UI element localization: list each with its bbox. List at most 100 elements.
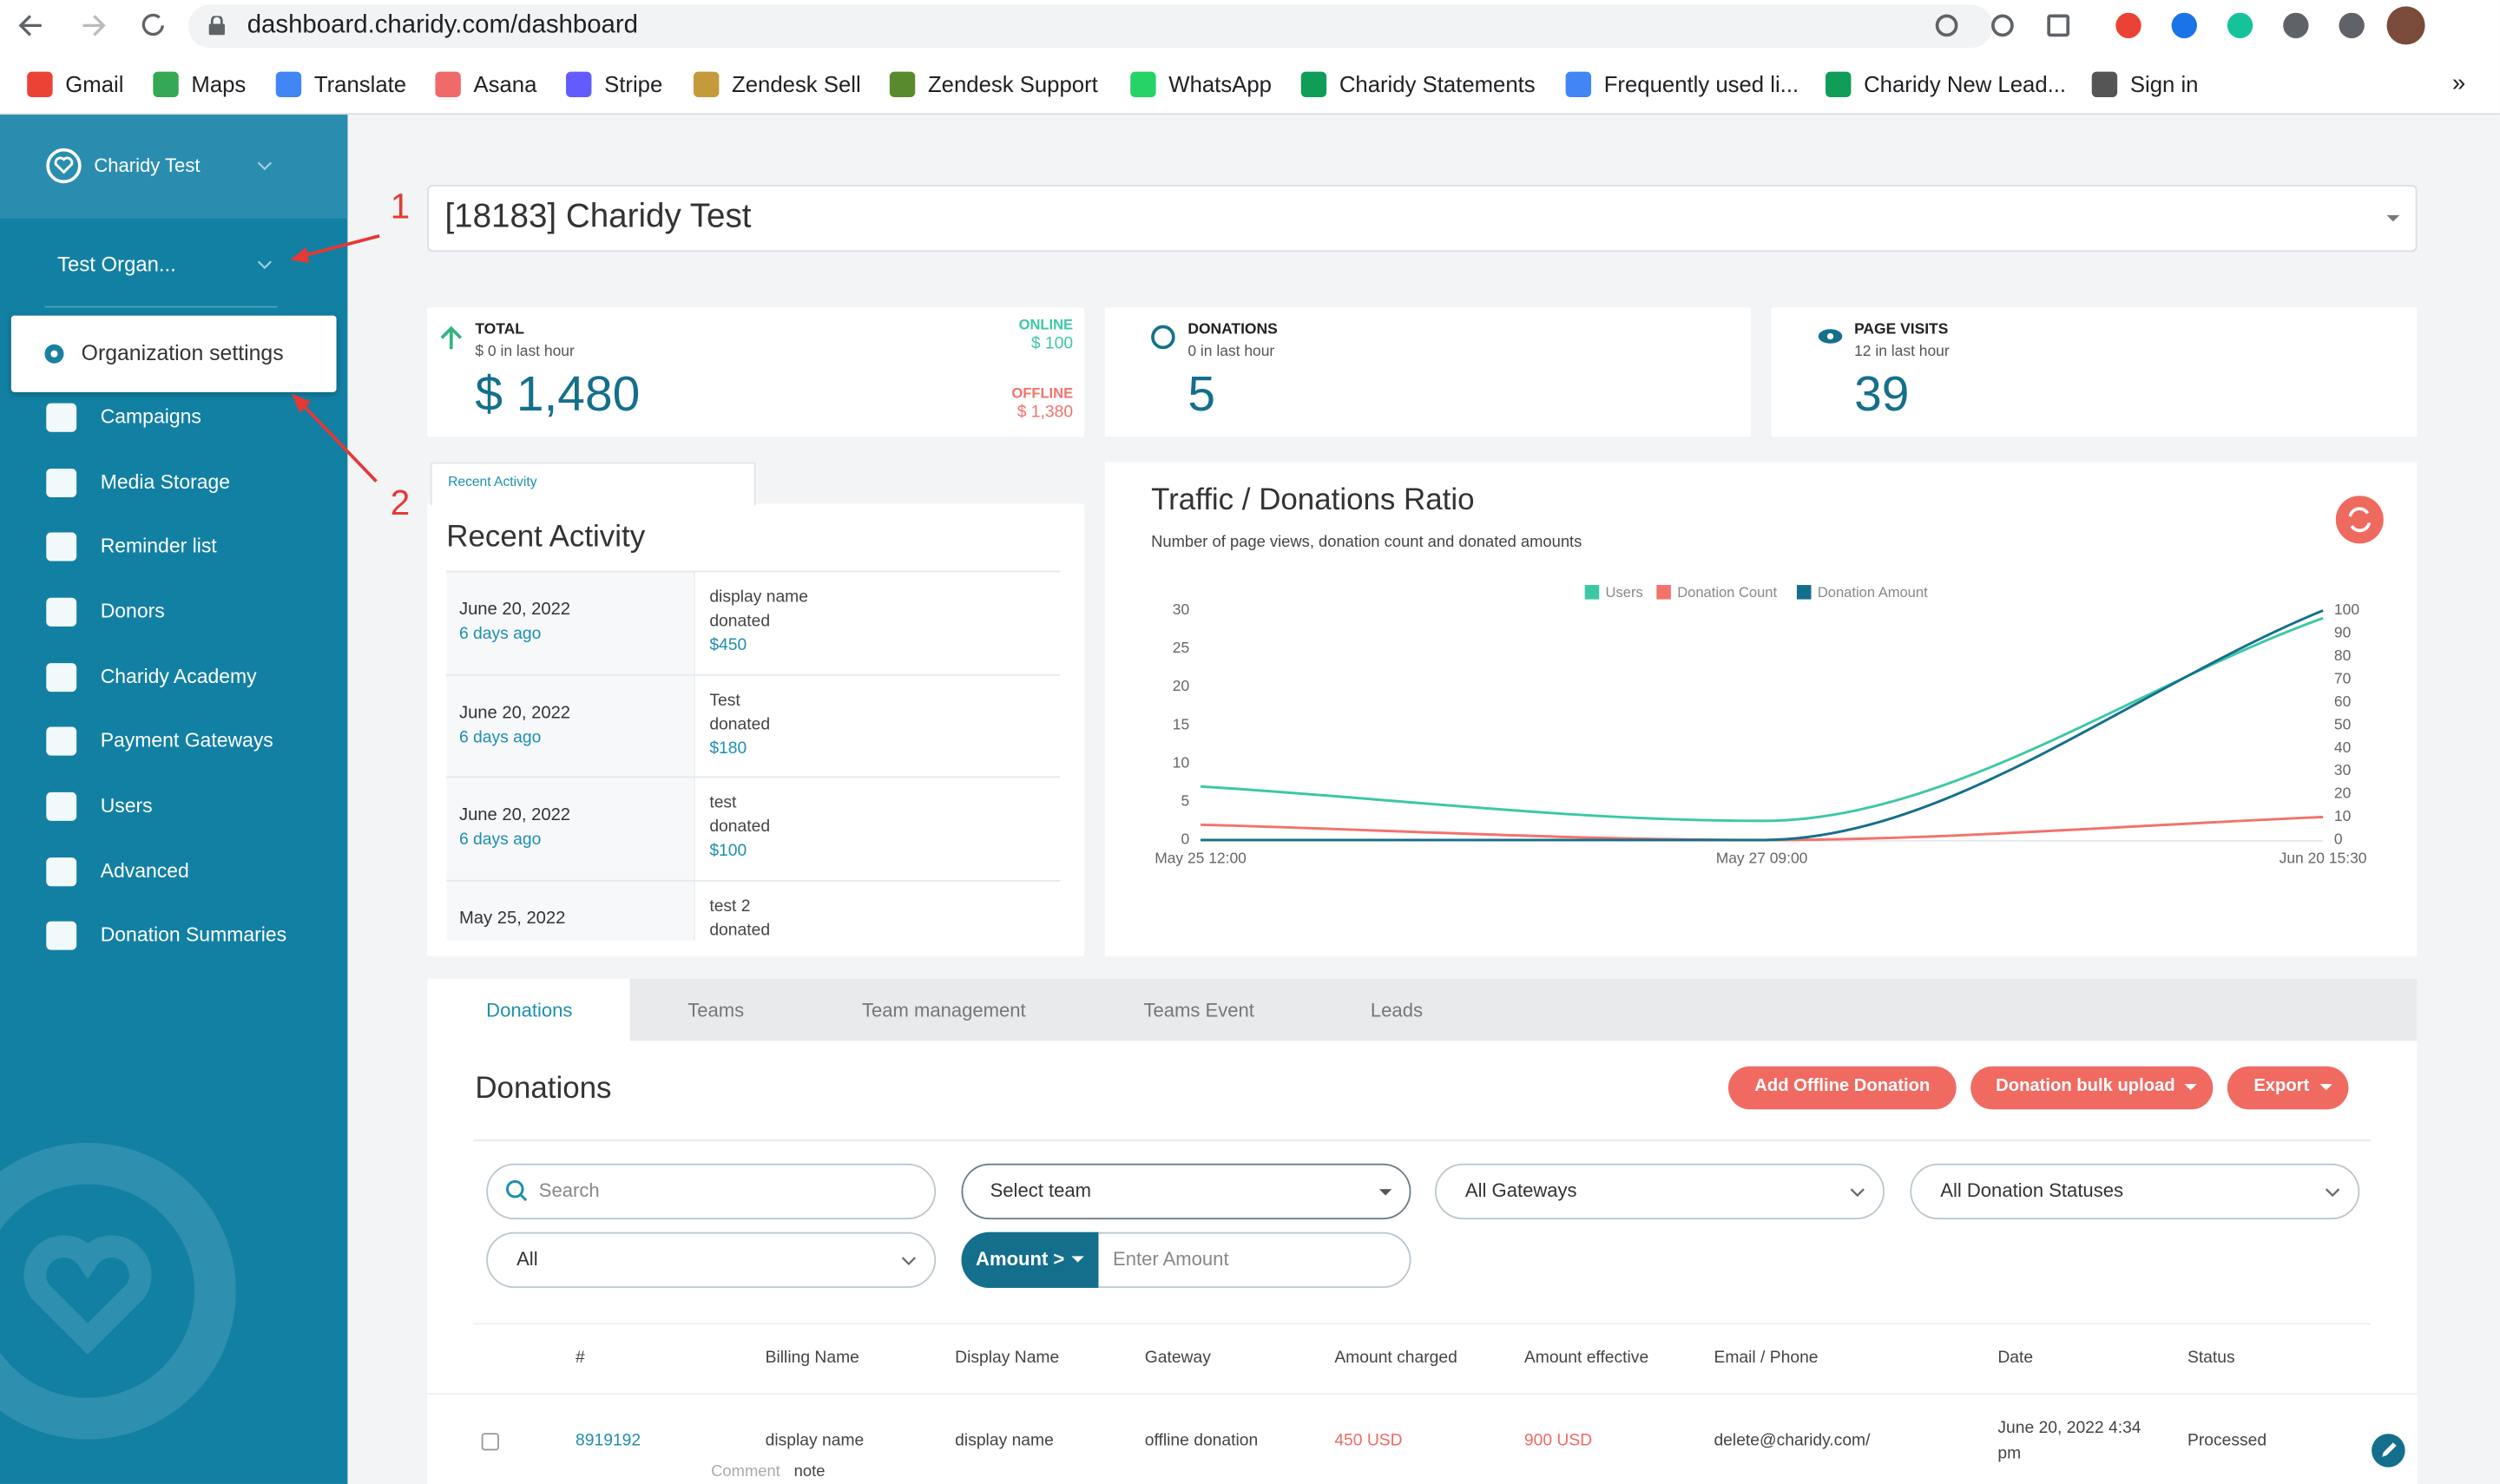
menu-item[interactable]: Campaigns xyxy=(100,405,201,429)
bookmark[interactable]: Maps xyxy=(191,70,247,97)
menu-icon[interactable] xyxy=(46,921,77,950)
bookmark[interactable]: Zendesk Sell xyxy=(732,70,861,97)
table-header: Billing Name xyxy=(765,1348,859,1368)
bookmark-icon[interactable] xyxy=(1826,71,1852,98)
team-select[interactable]: Select team xyxy=(990,1179,1091,1202)
bookmark-icon[interactable] xyxy=(1300,71,1327,98)
filter-input[interactable] xyxy=(1435,1163,1885,1220)
button[interactable] xyxy=(1727,1066,1957,1110)
watermark-heart xyxy=(23,1235,152,1356)
menu-item[interactable]: Donation Summaries xyxy=(100,923,287,947)
menu-item[interactable]: Media Storage xyxy=(100,470,231,494)
url-text[interactable]: dashboard.charidy.com/dashboard xyxy=(247,11,639,39)
bookmark[interactable]: WhatsApp xyxy=(1168,70,1272,97)
activity-date: June 20, 2022 xyxy=(458,600,571,620)
caret xyxy=(2184,1083,2197,1091)
bookmark-icon[interactable] xyxy=(1565,71,1592,98)
bookmark[interactable]: Charidy New Lead... xyxy=(1864,70,2067,97)
button-label[interactable]: Export xyxy=(2253,1076,2310,1096)
amount-placeholder[interactable]: Enter Amount xyxy=(1113,1247,1229,1271)
menu-icon[interactable] xyxy=(46,726,77,756)
table-header: Email / Phone xyxy=(1714,1348,1819,1368)
bookmark[interactable]: Gmail xyxy=(65,70,124,97)
extension-icon[interactable] xyxy=(2171,12,2197,39)
bookmark-icon[interactable] xyxy=(27,71,53,98)
menu-icon[interactable] xyxy=(46,597,77,627)
chevron-line xyxy=(1850,1188,1865,1198)
toolbar-icon[interactable] xyxy=(1991,14,2014,37)
organization-select[interactable]: Test Organ... xyxy=(57,252,176,277)
tab[interactable]: Teams Event xyxy=(1143,999,1254,1021)
menu-icon[interactable] xyxy=(46,468,77,498)
menu-item[interactable]: Charidy Academy xyxy=(100,665,257,688)
filter-input[interactable] xyxy=(486,1163,937,1220)
button-label[interactable]: Add Offline Donation xyxy=(1754,1076,1931,1096)
filter-input[interactable] xyxy=(961,1163,1411,1220)
extension-icon[interactable] xyxy=(2339,12,2365,39)
bookmark-icon[interactable] xyxy=(693,71,720,98)
row-checkbox[interactable] xyxy=(481,1433,499,1451)
tab-label[interactable]: Recent Activity xyxy=(448,473,537,489)
bookmarks-more[interactable]: » xyxy=(2451,69,2466,98)
extension-icon[interactable] xyxy=(2283,12,2309,39)
tab[interactable]: Team management xyxy=(861,999,1026,1021)
activity-detail-cell xyxy=(693,570,1061,674)
bookmark[interactable]: Sign in xyxy=(2129,70,2199,97)
recent-activity-tab[interactable] xyxy=(430,462,756,506)
account-name[interactable]: Charidy Test xyxy=(94,154,201,177)
campaign-select[interactable] xyxy=(427,185,2418,253)
bookmark-icon[interactable] xyxy=(566,71,592,98)
search-placeholder[interactable]: Search xyxy=(538,1179,600,1202)
table-cell: display name xyxy=(955,1430,1054,1450)
filter-input[interactable] xyxy=(486,1231,937,1289)
bookmark[interactable]: Frequently used li... xyxy=(1603,70,1799,97)
address-bar[interactable] xyxy=(188,4,1993,49)
edit-button[interactable] xyxy=(2371,1433,2405,1468)
tab[interactable]: Leads xyxy=(1370,999,1423,1021)
menu-item[interactable]: Payment Gateways xyxy=(100,729,273,752)
tab[interactable]: Donations xyxy=(486,999,573,1021)
bookmark-icon[interactable] xyxy=(2091,71,2118,98)
bookmark-icon[interactable] xyxy=(275,71,302,98)
amount-operator-label[interactable]: Amount > xyxy=(976,1247,1065,1271)
button-label[interactable]: Donation bulk upload xyxy=(1996,1076,2175,1096)
menu-icon[interactable] xyxy=(46,857,77,887)
bookmark-icon[interactable] xyxy=(153,71,179,98)
menu-item[interactable]: Reminder list xyxy=(100,535,217,557)
menu-icon[interactable] xyxy=(46,663,77,693)
menu-item[interactable]: Donors xyxy=(100,600,165,623)
extension-icon[interactable] xyxy=(2115,12,2141,39)
bookmark[interactable]: Asana xyxy=(473,70,537,97)
activity-date: June 20, 2022 xyxy=(458,702,571,722)
status-select[interactable]: All Donation Statuses xyxy=(1940,1179,2123,1202)
bookmark[interactable]: Charidy Statements xyxy=(1339,70,1536,97)
organization-settings[interactable]: Organization settings xyxy=(81,340,284,365)
bookmark-icon[interactable] xyxy=(889,71,916,98)
arrow-2 xyxy=(298,400,378,483)
y2-tick-label: 70 xyxy=(2334,669,2352,686)
refresh-button[interactable] xyxy=(2335,496,2384,544)
profile-avatar[interactable] xyxy=(2386,6,2425,45)
campaign-name[interactable]: [18183] Charidy Test xyxy=(444,198,752,235)
activity-action: donated xyxy=(709,817,771,837)
bookmark[interactable]: Zendesk Support xyxy=(927,70,1098,97)
menu-icon[interactable] xyxy=(46,532,77,561)
toolbar-icon[interactable] xyxy=(1935,14,1958,37)
bookmark[interactable]: Translate xyxy=(313,70,407,97)
filter-input[interactable] xyxy=(1910,1163,2360,1220)
type-select[interactable]: All xyxy=(516,1247,538,1271)
bookmark-icon[interactable] xyxy=(435,71,461,98)
menu-item[interactable]: Users xyxy=(100,794,153,818)
bookmark[interactable]: Stripe xyxy=(604,70,663,97)
menu-icon[interactable] xyxy=(46,403,77,432)
menu-icon[interactable] xyxy=(46,791,77,821)
toolbar-icon[interactable] xyxy=(2047,14,2070,37)
extension-icon[interactable] xyxy=(2227,12,2253,39)
gateway-select[interactable]: All Gateways xyxy=(1464,1179,1577,1202)
tab[interactable]: Teams xyxy=(688,999,745,1021)
menu-item[interactable]: Advanced xyxy=(100,859,189,883)
donation-id[interactable]: 8919192 xyxy=(576,1430,641,1450)
button[interactable] xyxy=(1970,1066,2214,1110)
bookmark-icon[interactable] xyxy=(1130,71,1156,98)
gear-inner xyxy=(50,350,58,358)
